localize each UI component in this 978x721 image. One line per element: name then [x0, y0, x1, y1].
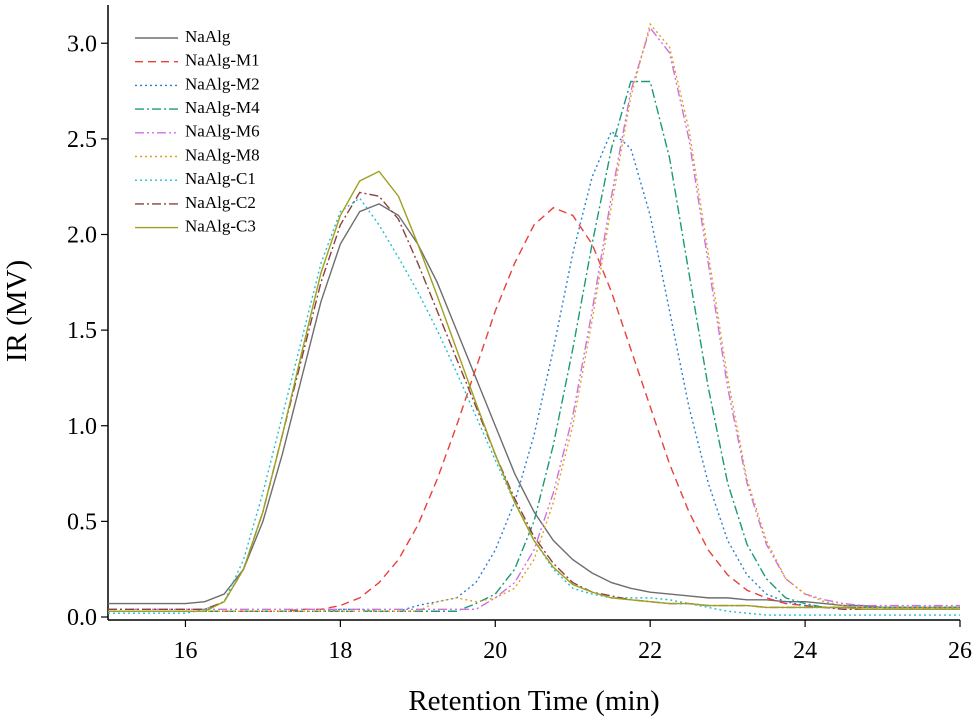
series-line — [108, 26, 960, 611]
series-line — [108, 170, 960, 612]
legend-label: NaAlg-C1 — [185, 169, 256, 188]
y-axis-title: IR (MV) — [1, 260, 33, 362]
x-tick-label: 16 — [173, 638, 197, 664]
series-line — [108, 206, 960, 612]
legend-label: NaAlg-M6 — [185, 122, 260, 141]
legend-label: NaAlg-C2 — [185, 193, 256, 212]
series-line — [108, 203, 960, 609]
legend-label: NaAlg-C3 — [185, 217, 256, 236]
x-axis-title: Retention Time (min) — [408, 685, 659, 717]
y-tick-label: 1.5 — [67, 318, 97, 344]
legend-label: NaAlg-M4 — [185, 98, 260, 117]
y-tick-label: 0.0 — [67, 605, 97, 631]
x-tick-label: 24 — [793, 638, 817, 664]
legend-label: NaAlg-M8 — [185, 145, 260, 164]
y-tick-label: 2.5 — [67, 127, 97, 153]
y-tick-label: 1.0 — [67, 414, 97, 440]
series-line — [108, 191, 960, 611]
x-tick-label: 22 — [638, 638, 662, 664]
y-tick-label: 2.0 — [67, 223, 97, 249]
legend-label: NaAlg-M1 — [185, 51, 260, 70]
y-tick-label: 3.0 — [67, 31, 97, 57]
x-tick-label: 20 — [483, 638, 507, 664]
y-tick-label: 0.5 — [67, 509, 97, 535]
x-tick-label: 18 — [328, 638, 352, 664]
legend-label: NaAlg-M2 — [185, 74, 260, 93]
x-tick-label: 26 — [948, 638, 972, 664]
series-line — [108, 22, 960, 612]
legend-label: NaAlg — [185, 27, 231, 46]
series-line — [108, 197, 960, 616]
series-line — [108, 80, 960, 612]
